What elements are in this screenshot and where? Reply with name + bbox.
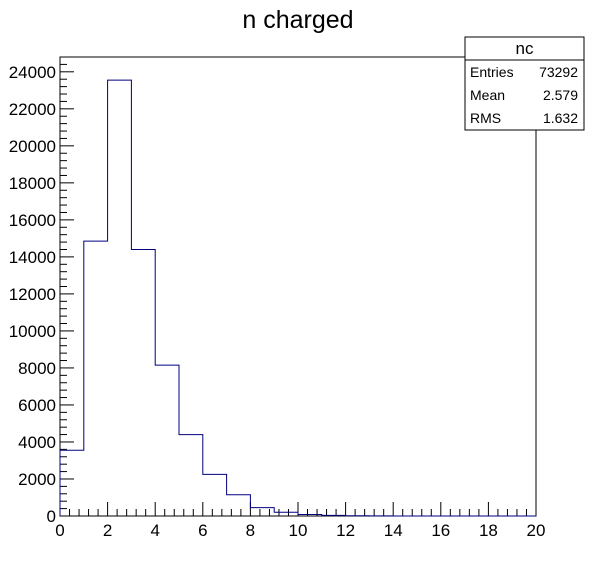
x-tick-label: 6 [198, 521, 207, 540]
stats-box: nc Entries 73292 Mean 2.579 RMS 1.632 [464, 36, 585, 131]
x-tick-label: 14 [384, 521, 403, 540]
y-tick-label: 8000 [18, 359, 56, 378]
stats-mean-value: 2.579 [543, 87, 578, 103]
y-tick-label: 10000 [9, 322, 56, 341]
x-tick-label: 4 [150, 521, 159, 540]
y-tick-label: 14000 [9, 248, 56, 267]
histogram-outline [59, 79, 536, 517]
y-tick-label: 16000 [9, 211, 56, 230]
x-tick-label: 2 [103, 521, 112, 540]
y-tick-label: 18000 [9, 174, 56, 193]
stats-rms-label: RMS [470, 110, 501, 126]
y-tick-labels: 0 2000 4000 6000 8000 10000 12000 14000 16000 180… [9, 63, 56, 526]
y-tick-label: 12000 [9, 285, 56, 304]
x-tick-label: 8 [246, 521, 255, 540]
stats-box-frame [464, 36, 585, 131]
x-tick-label: 18 [479, 521, 498, 540]
stats-entries-value: 73292 [539, 64, 578, 80]
stats-rms-value: 1.632 [543, 110, 578, 126]
x-tick-label: 10 [289, 521, 308, 540]
chart-title: n charged [242, 6, 353, 34]
y-tick-label: 0 [47, 507, 56, 526]
stats-box-name: nc [516, 39, 534, 58]
x-tick-label: 20 [527, 521, 546, 540]
x-tick-labels: 0 2 4 6 8 10 12 14 16 18 20 [55, 521, 545, 540]
x-tick-label: 16 [431, 521, 450, 540]
y-tick-label: 24000 [9, 63, 56, 82]
stats-mean-label: Mean [470, 87, 505, 103]
x-tick-label: 0 [55, 521, 64, 540]
stats-entries-label: Entries [470, 64, 514, 80]
y-tick-label: 2000 [18, 470, 56, 489]
y-tick-label: 20000 [9, 137, 56, 156]
x-tick-label: 12 [336, 521, 355, 540]
y-tick-label: 4000 [18, 433, 56, 452]
y-tick-label: 22000 [9, 100, 56, 119]
y-tick-label: 6000 [18, 396, 56, 415]
